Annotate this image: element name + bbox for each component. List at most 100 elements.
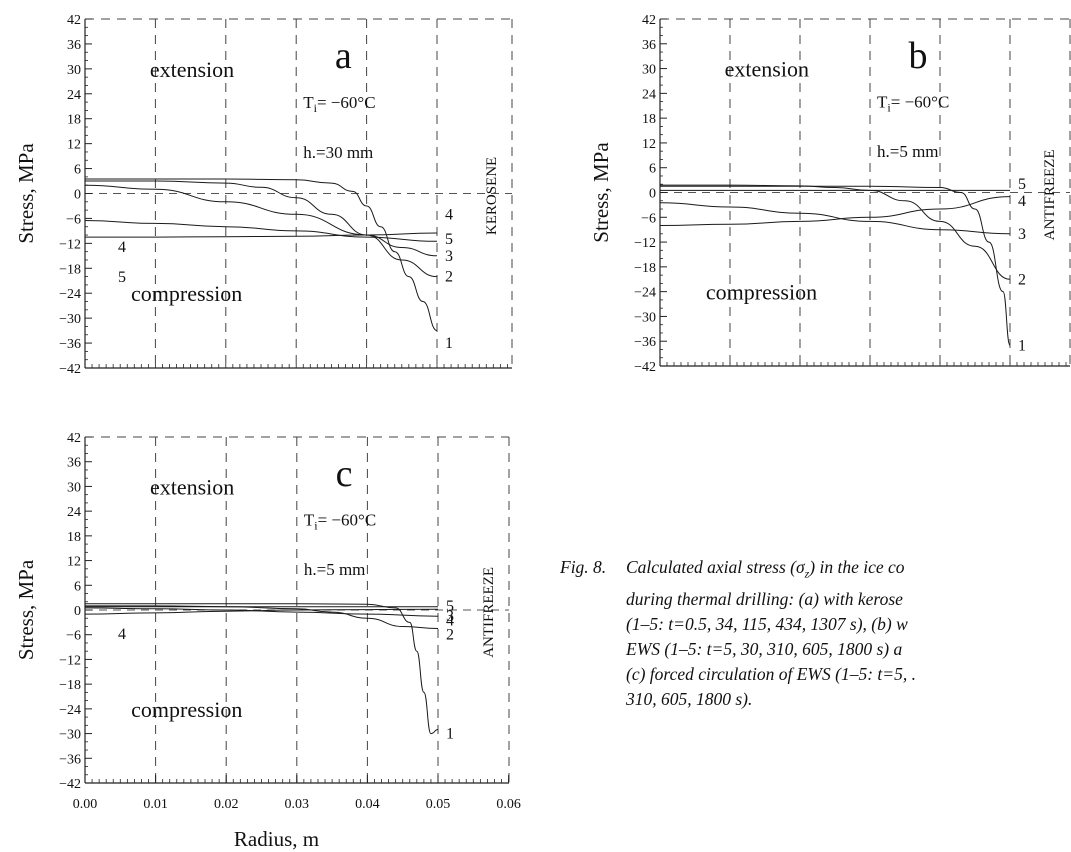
caption-line-6: 310, 605, 1800 s). — [626, 688, 753, 709]
series-label-4: 4 — [1018, 193, 1026, 210]
y-tick-label: −24 — [634, 286, 656, 301]
y-tick-label: 0 — [74, 604, 81, 619]
extension-label: extension — [725, 57, 809, 82]
series-line-1 — [84, 603, 439, 735]
y-tick-label: −12 — [59, 653, 81, 668]
series-line-4 — [84, 608, 439, 615]
y-tick-label: 24 — [67, 88, 81, 103]
y-tick-label: −18 — [59, 678, 81, 693]
y-tick-label: −36 — [59, 752, 81, 767]
y-tick-label: −18 — [59, 262, 81, 277]
x-tick-label: 0.04 — [355, 797, 380, 812]
y-axis-label: Stress, MPa — [14, 143, 38, 244]
caption-line-1: Calculated axial stress (σz) in the ice … — [626, 557, 905, 581]
y-tick-label: 12 — [642, 137, 656, 152]
y-tick-label: 42 — [642, 13, 656, 28]
series-label-4: 4 — [445, 206, 453, 223]
y-tick-label: 18 — [67, 113, 81, 128]
y-tick-label: −6 — [641, 211, 656, 226]
y-tick-label: −24 — [59, 703, 81, 718]
y-tick-label: 36 — [67, 456, 81, 471]
series-label-2: 2 — [1018, 271, 1026, 288]
y-tick-label: −30 — [59, 728, 81, 743]
y-tick-label: −12 — [634, 236, 656, 251]
series-label-1: 1 — [1018, 337, 1026, 354]
x-tick-label: 0.01 — [143, 797, 168, 812]
y-tick-label: −42 — [59, 777, 81, 792]
caption-sigma-subscript: z — [804, 566, 810, 581]
y-tick-label: −36 — [59, 337, 81, 352]
y-tick-label: 24 — [642, 87, 656, 102]
series-line-4 — [84, 220, 438, 242]
series-label-5: 5 — [445, 231, 453, 248]
y-tick-label: 18 — [642, 112, 656, 127]
y-tick-label: 6 — [74, 579, 81, 594]
caption-line-5: (c) forced circulation of EWS (1–5: t=5,… — [626, 663, 916, 684]
compression-label: compression — [131, 281, 242, 306]
x-tick-label: 0.05 — [426, 797, 451, 812]
y-tick-label: 24 — [67, 505, 81, 520]
y-tick-label: 30 — [67, 63, 81, 78]
y-tick-label: −30 — [634, 310, 656, 325]
series-label-3: 3 — [445, 248, 453, 265]
caption-line-4: EWS (1–5: t=5, 30, 310, 605, 1800 s) a — [626, 638, 903, 659]
panel-letter: c — [336, 453, 353, 495]
series-label-2: 2 — [446, 627, 454, 644]
y-tick-label: 6 — [649, 162, 656, 177]
y-tick-label: −36 — [634, 335, 656, 350]
extension-label: extension — [150, 57, 234, 82]
y-tick-label: 30 — [642, 63, 656, 78]
y-tick-label: −24 — [59, 287, 81, 302]
y-tick-label: 0 — [74, 188, 81, 203]
x-tick-label: 0.03 — [285, 797, 310, 812]
panel-b: 42363024181260−6−12−18−24−30−36−42Stress… — [589, 13, 1071, 375]
y-tick-label: 30 — [67, 480, 81, 495]
series-label-5: 5 — [446, 598, 454, 615]
y-tick-label: 42 — [67, 13, 81, 28]
figure-caption: Fig. 8. Calculated axial stress (σz) in … — [560, 555, 1065, 712]
series-line-3 — [659, 202, 1011, 235]
series-line-5 — [85, 232, 438, 238]
caption-line-3: (1–5: t=0.5, 34, 115, 434, 1307 s), (b) … — [626, 613, 908, 634]
x-axis-label: Radius, m — [234, 827, 319, 851]
series-line-3 — [84, 184, 438, 257]
ti-label: Ti= −60°C — [304, 510, 376, 532]
fluid-label: ANTIFREEZE — [481, 567, 497, 658]
compression-label: compression — [706, 280, 817, 305]
caption-number: Fig. 8. — [560, 557, 607, 577]
series-label-2: 2 — [445, 269, 453, 286]
fluid-label: ANTIFREEZE — [1042, 149, 1058, 240]
panel-letter: b — [909, 35, 928, 77]
h-label: h.=30 mm — [303, 143, 373, 162]
series-label-3: 3 — [446, 608, 454, 625]
series-line-2 — [659, 184, 1011, 280]
y-tick-label: −12 — [59, 237, 81, 252]
h-label: h.=5 mm — [304, 560, 366, 579]
x-tick-label: 0.02 — [214, 797, 239, 812]
series-start-label-4: 4 — [118, 626, 126, 643]
series-line-2 — [84, 180, 438, 278]
series-line-4 — [659, 196, 1011, 226]
extension-label: extension — [150, 474, 234, 499]
y-tick-label: −42 — [634, 360, 656, 375]
y-tick-label: −18 — [634, 261, 656, 276]
y-tick-label: −6 — [66, 629, 81, 644]
y-tick-label: 12 — [67, 555, 81, 570]
y-axis-label: Stress, MPa — [589, 142, 613, 243]
y-tick-label: 12 — [67, 138, 81, 153]
y-tick-label: 42 — [67, 431, 81, 446]
series-label-1: 1 — [445, 335, 453, 352]
y-tick-label: 36 — [642, 38, 656, 53]
x-tick-label: 0.00 — [73, 797, 98, 812]
y-tick-label: 18 — [67, 530, 81, 545]
h-label: h.=5 mm — [877, 142, 939, 161]
series-label-5: 5 — [1018, 176, 1026, 193]
fluid-label: KEROSENE — [484, 157, 500, 235]
series-line-1 — [85, 178, 438, 332]
series-start-label-5: 5 — [118, 269, 126, 286]
x-tick-label: 0.06 — [496, 797, 521, 812]
series-label-4: 4 — [446, 612, 454, 629]
ti-label: Ti= −60°C — [877, 93, 949, 115]
series-start-label-4: 4 — [118, 239, 126, 256]
